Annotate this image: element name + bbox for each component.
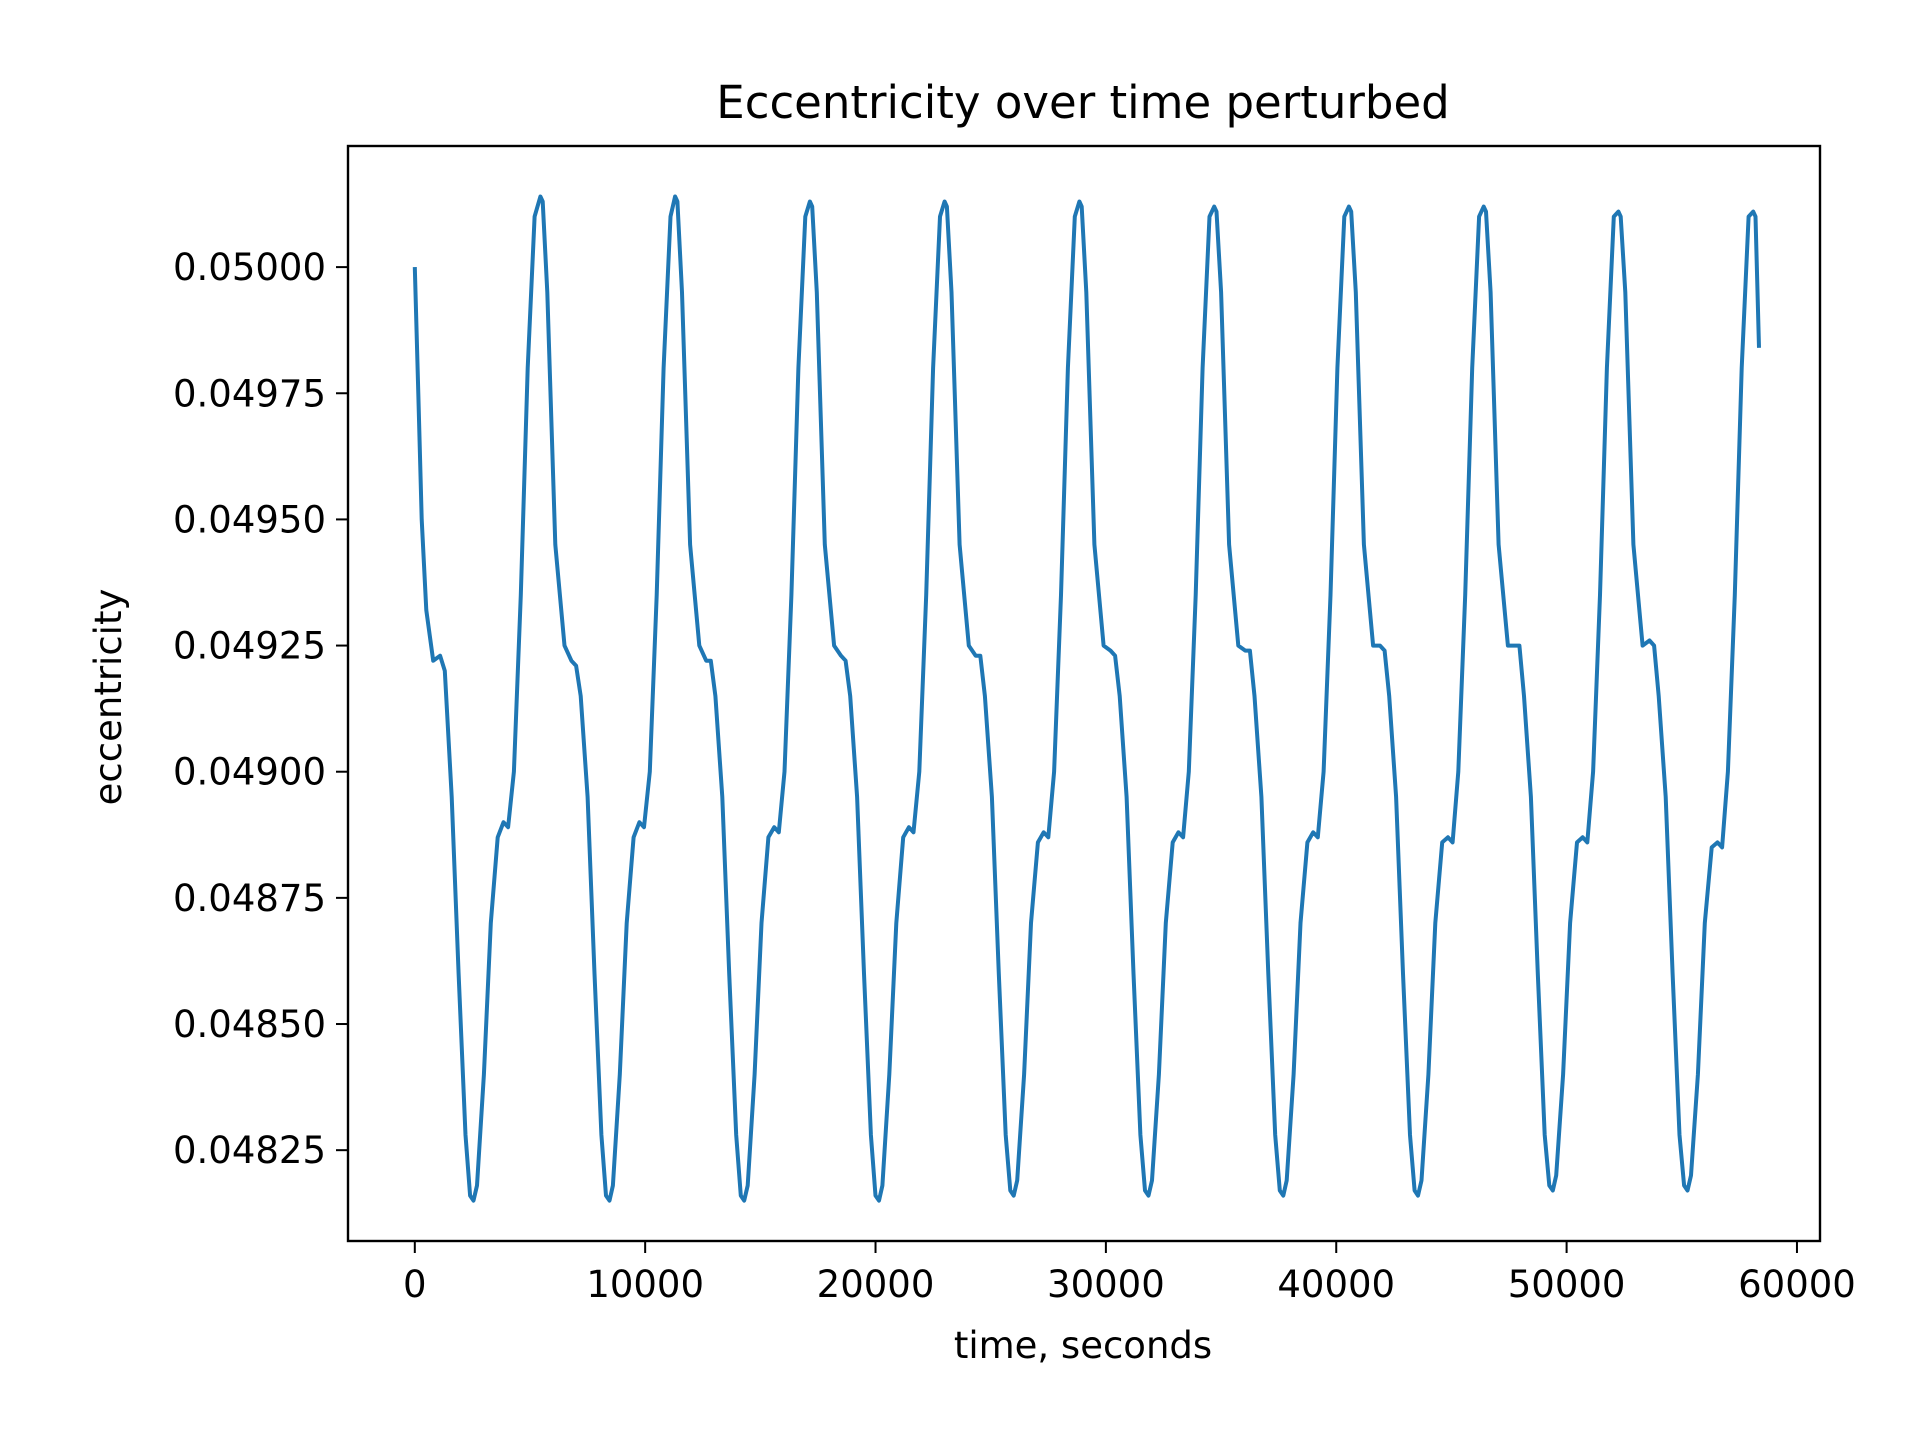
y-tick-label: 0.05000 — [173, 246, 326, 289]
y-axis: 0.04825 0.04850 0.04875 0.04900 0.04925 0.049… — [173, 246, 348, 1172]
x-tick-label: 50000 — [1508, 1263, 1626, 1306]
y-tick-label: 0.04850 — [173, 1003, 326, 1046]
x-tick-label: 10000 — [586, 1263, 704, 1306]
x-tick-label: 0 — [403, 1263, 427, 1306]
chart-title: Eccentricity over time perturbed — [716, 76, 1449, 129]
series-layer — [412, 194, 1761, 1203]
y-tick-label: 0.04925 — [173, 625, 326, 668]
y-tick-label: 0.04950 — [173, 498, 326, 541]
x-axis-label: time, seconds — [954, 1324, 1212, 1367]
series-line-0 — [412, 194, 1761, 1203]
x-tick-label: 60000 — [1738, 1263, 1856, 1306]
x-tick-label: 20000 — [817, 1263, 935, 1306]
x-axis: 0 10000 20000 30000 40000 50000 60000 — [403, 1241, 1856, 1306]
y-tick-label: 0.04900 — [173, 751, 326, 794]
x-tick-label: 40000 — [1277, 1263, 1395, 1306]
x-tick-label: 30000 — [1047, 1263, 1165, 1306]
y-tick-label: 0.04825 — [173, 1129, 326, 1172]
y-tick-label: 0.04875 — [173, 877, 326, 920]
y-axis-label: eccentricity — [87, 589, 130, 806]
plot-area-frame — [346, 144, 1822, 1243]
y-tick-label: 0.04975 — [173, 372, 326, 415]
